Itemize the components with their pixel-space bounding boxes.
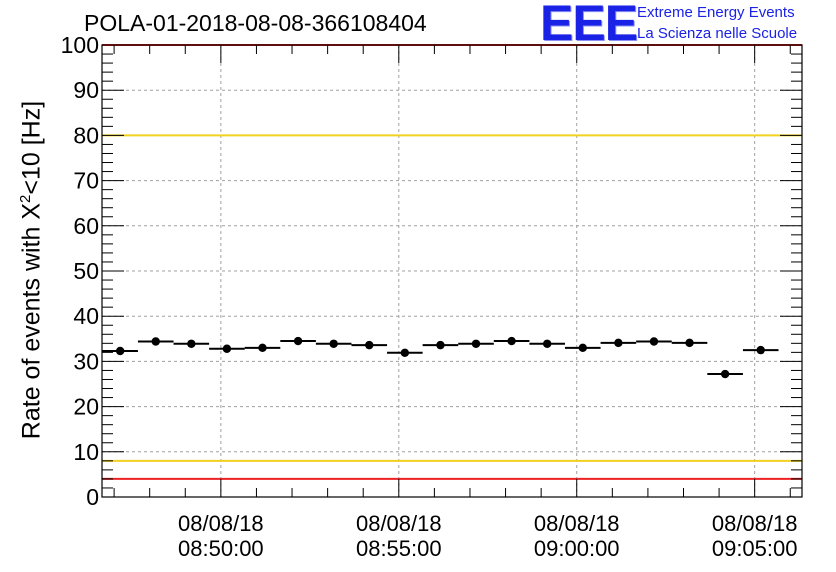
- data-point: [542, 339, 552, 348]
- data-point: [649, 337, 659, 346]
- chart-title: POLA-01-2018-08-08-366108404: [84, 10, 427, 36]
- data-point: [258, 343, 267, 353]
- data-point: [756, 345, 765, 355]
- y-tick-label: 30: [73, 348, 99, 374]
- data-point: [293, 336, 303, 346]
- logo-line-1: Extreme Energy Events: [637, 4, 795, 21]
- data-point: [507, 336, 516, 346]
- data-point: [115, 346, 125, 356]
- x-tick-label-date: 08/08/18: [356, 511, 442, 536]
- y-tick-label: 10: [73, 439, 99, 465]
- x-tick-label-date: 08/08/18: [534, 511, 620, 536]
- data-point: [436, 340, 445, 350]
- data-point: [400, 348, 410, 358]
- x-tick-label-time: 08:50:00: [178, 536, 264, 561]
- y-tick-label: 60: [73, 213, 99, 239]
- y-tick-label: 80: [73, 122, 99, 148]
- eee-logo: EEE: [540, 0, 638, 51]
- data-point: [685, 338, 694, 348]
- x-tick-label-date: 08/08/18: [178, 511, 264, 536]
- data-point: [578, 343, 587, 353]
- x-tick-label-time: 08:55:00: [356, 536, 442, 561]
- data-point: [187, 339, 196, 348]
- data-point: [329, 339, 338, 348]
- data-point: [720, 369, 730, 379]
- y-tick-label: 70: [73, 168, 99, 194]
- y-tick-label: 90: [73, 77, 99, 103]
- data-point: [471, 339, 481, 348]
- data-point: [151, 337, 160, 346]
- logo-line-2: La Scienza nelle Scuole: [637, 25, 798, 42]
- y-tick-label: 40: [73, 303, 99, 329]
- x-tick-label-time: 09:05:00: [712, 536, 798, 561]
- data-point: [222, 344, 232, 353]
- y-tick-label: 100: [61, 32, 99, 58]
- x-tick-label-time: 09:00:00: [534, 536, 620, 561]
- y-tick-label: 0: [86, 484, 99, 510]
- data-point: [614, 338, 623, 348]
- y-tick-label: 20: [73, 394, 99, 420]
- x-tick-label-date: 08/08/18: [712, 511, 798, 536]
- data-point: [365, 340, 374, 350]
- y-tick-label: 50: [73, 258, 99, 284]
